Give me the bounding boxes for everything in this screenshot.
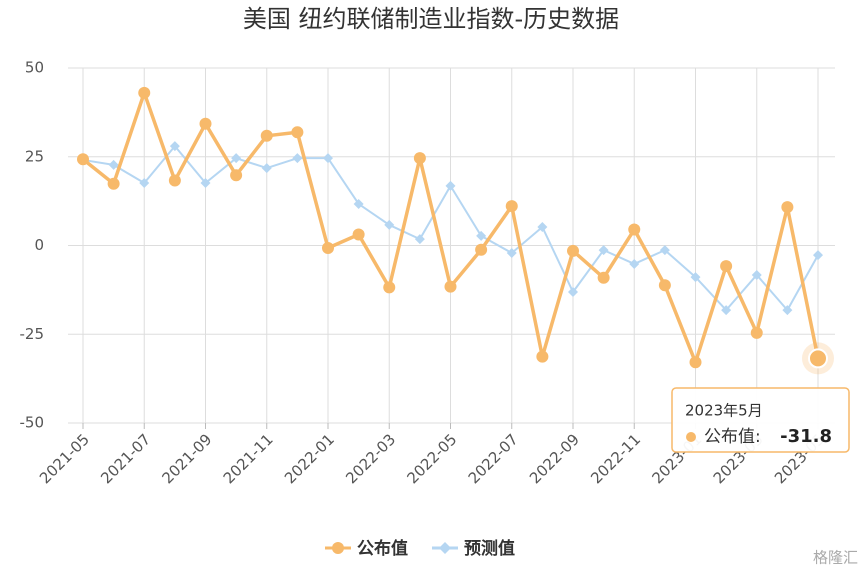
x-tick-label: 2022-07 xyxy=(465,430,522,487)
data-point xyxy=(506,247,517,258)
tooltip-title: 2023年5月 xyxy=(685,402,763,420)
data-point xyxy=(414,234,425,245)
data-point xyxy=(77,153,89,166)
data-point xyxy=(782,305,793,316)
data-point xyxy=(168,174,181,187)
data-point xyxy=(536,350,549,363)
legend-marker xyxy=(439,542,451,554)
x-tick-label: 2022-03 xyxy=(342,430,399,487)
tooltip-value: -31.8 xyxy=(780,426,832,447)
data-point xyxy=(721,305,732,316)
data-point xyxy=(413,152,426,165)
x-tick-label: 2022-09 xyxy=(526,430,583,487)
tooltip-label: 公布值: xyxy=(704,427,761,447)
data-point xyxy=(598,245,609,256)
data-point xyxy=(475,243,488,256)
data-point xyxy=(629,258,640,269)
data-point xyxy=(169,141,180,152)
data-point xyxy=(383,281,396,294)
x-tick-label: 2022-01 xyxy=(281,430,338,487)
y-tick-label: 50 xyxy=(25,59,44,77)
x-tick-label: 2022-11 xyxy=(587,430,644,487)
data-point xyxy=(658,279,671,292)
data-point xyxy=(781,201,794,214)
data-point xyxy=(230,169,243,182)
data-point xyxy=(231,153,242,164)
highlight-point xyxy=(808,348,828,369)
data-point xyxy=(628,223,641,236)
chart-title: 美国 纽约联储制造业指数-历史数据 xyxy=(243,5,619,33)
data-point xyxy=(567,244,579,257)
x-tick-label: 2021-11 xyxy=(220,430,277,487)
legend-marker xyxy=(332,542,344,554)
data-point xyxy=(200,178,211,189)
data-point xyxy=(291,126,304,139)
data-point xyxy=(445,180,456,191)
data-point xyxy=(384,219,395,230)
data-point xyxy=(720,260,733,273)
data-point xyxy=(108,159,119,170)
x-tick-label: 2021-05 xyxy=(36,430,93,487)
data-point xyxy=(352,228,365,241)
tooltip-dot xyxy=(686,432,696,442)
data-point xyxy=(138,86,151,99)
data-point xyxy=(353,198,364,209)
y-tick-label: -25 xyxy=(20,325,45,343)
data-point xyxy=(292,153,303,164)
data-point xyxy=(322,241,334,254)
data-point xyxy=(537,222,548,233)
x-tick-label: 2021-07 xyxy=(97,430,154,487)
data-point xyxy=(476,230,487,241)
y-tick-label: 0 xyxy=(34,236,44,254)
data-point xyxy=(444,280,457,293)
data-point xyxy=(659,245,670,256)
x-tick-label: 2022-05 xyxy=(403,430,460,487)
tooltip-box xyxy=(671,387,850,453)
data-point xyxy=(750,326,763,339)
data-point xyxy=(751,269,762,280)
data-point xyxy=(505,200,518,213)
data-point xyxy=(260,129,273,142)
y-tick-label: -50 xyxy=(20,414,45,432)
data-point xyxy=(689,356,702,369)
data-point xyxy=(323,153,333,164)
x-tick-label: 2021-09 xyxy=(158,430,215,487)
data-point xyxy=(568,287,578,298)
data-point xyxy=(690,272,701,283)
data-point xyxy=(261,163,272,174)
data-point xyxy=(199,117,212,130)
data-point xyxy=(139,178,150,189)
data-point xyxy=(813,250,823,261)
legend-label[interactable]: 预测值 xyxy=(464,538,515,559)
y-tick-label: 25 xyxy=(25,147,44,165)
data-point xyxy=(597,271,610,284)
data-point xyxy=(107,177,120,190)
legend-label[interactable]: 公布值 xyxy=(357,538,408,559)
watermark: 格隆汇 xyxy=(813,549,858,567)
